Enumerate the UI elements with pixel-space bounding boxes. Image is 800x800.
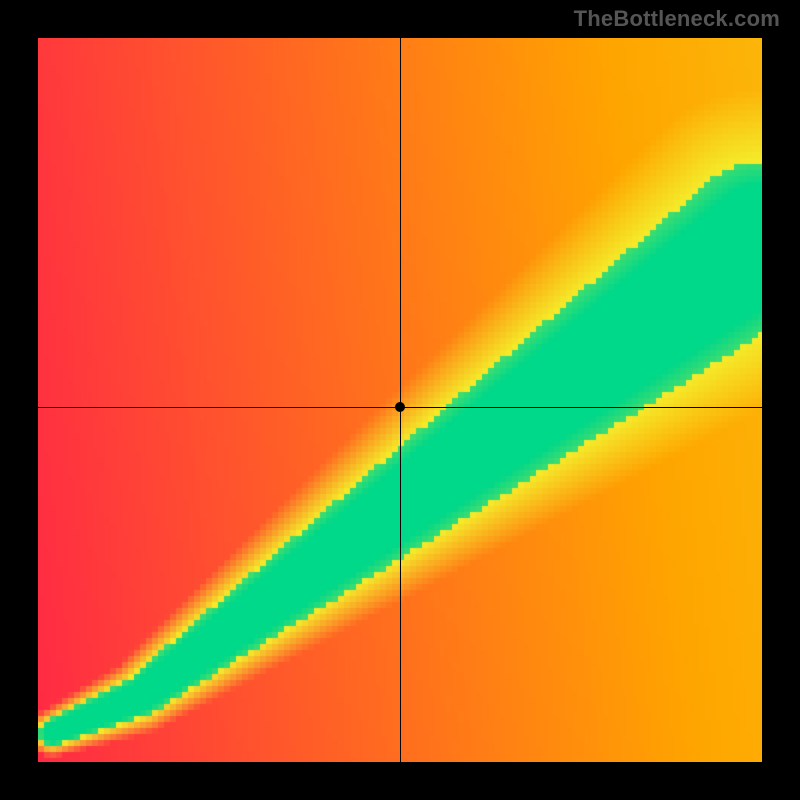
heatmap-canvas — [38, 38, 762, 762]
chart-frame: TheBottleneck.com — [0, 0, 800, 800]
watermark-text: TheBottleneck.com — [574, 6, 780, 32]
heatmap-plot — [38, 38, 762, 762]
